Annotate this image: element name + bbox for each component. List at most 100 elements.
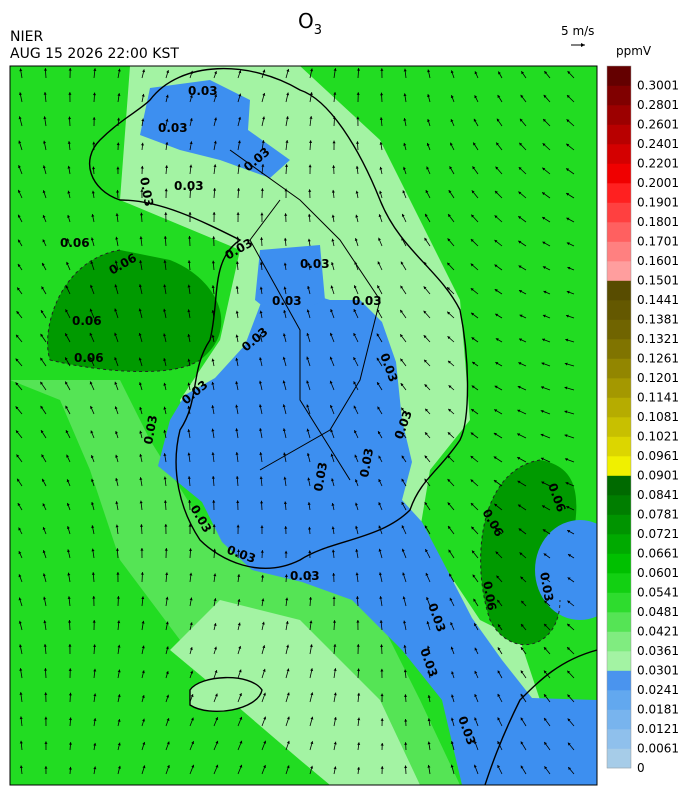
wind-arrowhead (239, 693, 242, 697)
wind-arrowhead (308, 189, 312, 192)
wind-arrowhead (286, 92, 290, 96)
wind-arrowhead (140, 142, 145, 146)
wind-arrowhead (404, 694, 408, 697)
wind-arrowhead (519, 552, 523, 556)
coastline (89, 68, 469, 569)
wind-arrowhead (42, 527, 46, 531)
wind-arrowhead (163, 382, 167, 386)
wind-arrowhead (15, 430, 19, 434)
wind-arrowhead (450, 95, 454, 99)
wind-arrowhead (67, 572, 71, 576)
wind-arrowhead (261, 621, 265, 625)
wind-arrowhead (91, 525, 95, 529)
wind-arrowhead (353, 357, 357, 361)
wind-arrowhead (117, 117, 121, 121)
wind-arrowhead (213, 573, 217, 577)
wind-arrowhead (498, 71, 501, 75)
wind-arrowhead (542, 217, 546, 220)
legend-swatch (607, 534, 631, 554)
wind-arrowhead (333, 766, 337, 770)
wind-arrowhead (332, 165, 336, 168)
wind-arrowhead (259, 310, 263, 314)
wind-arrowhead (284, 164, 289, 167)
wind-arrowhead (471, 214, 475, 218)
wind-arrowhead (447, 238, 451, 242)
wind-arrowhead (115, 213, 119, 217)
wind-arrowhead (447, 360, 451, 364)
wind-arrowhead (191, 741, 195, 745)
legend-swatch (607, 319, 631, 340)
wind-arrowhead (65, 285, 69, 289)
wind-arrowhead (188, 548, 193, 551)
wind-arrowhead (519, 314, 523, 318)
wind-arrowhead (427, 94, 431, 98)
wind-arrowhead (448, 549, 452, 553)
wind-arrowhead (355, 190, 359, 194)
wind-arrowhead (450, 741, 454, 745)
wind-arrowhead (565, 338, 569, 342)
wind-arrowhead (19, 765, 23, 769)
wind-arrowhead (474, 717, 478, 721)
legend-label: 0.0061 (637, 742, 679, 756)
wind-arrowhead (68, 116, 72, 120)
contour-label: 0.06 (480, 580, 499, 612)
wind-arrowhead (542, 241, 546, 245)
legend-swatch (607, 514, 631, 535)
legend-label: 0.0841 (637, 488, 679, 502)
wind-arrowhead (329, 404, 333, 408)
wind-arrowhead (378, 479, 382, 483)
wind-arrowhead (19, 740, 23, 744)
wind-arrowhead (286, 668, 290, 672)
wind-arrowhead (472, 361, 476, 365)
wind-arrowhead (544, 71, 548, 75)
wind-arrowhead (494, 503, 498, 507)
contour (47, 249, 561, 646)
wind-arrowhead (306, 380, 310, 384)
wind-arrowhead (541, 481, 545, 485)
wind-arrowhead (308, 596, 313, 600)
wind-arrowhead (91, 502, 95, 505)
legend-swatch (607, 105, 631, 125)
wind-arrowhead (284, 213, 288, 216)
wind-arrowhead (89, 332, 93, 336)
wind-arrowhead (92, 92, 97, 96)
coastline (484, 649, 597, 785)
wind-arrowhead (518, 528, 522, 532)
wind-arrowhead (426, 166, 430, 170)
wind-arrowhead (356, 620, 360, 623)
wind-arrowhead (19, 668, 23, 671)
wind-arrowhead (116, 142, 120, 146)
wind-arrowhead (163, 453, 167, 457)
wind-arrowhead (42, 165, 46, 169)
wind-arrowhead (284, 574, 288, 578)
wind-arrowhead (139, 500, 143, 504)
wind-arrowhead (427, 764, 431, 768)
wind-arrowhead (67, 596, 71, 599)
wind-arrowhead (140, 572, 144, 575)
wind-arrowhead (450, 764, 454, 768)
wind-arrowhead (139, 406, 143, 410)
wind-arrowhead (67, 549, 71, 553)
wind-arrowhead (310, 716, 314, 720)
wind-arrowhead (189, 164, 193, 168)
wind-arrowhead (258, 380, 262, 384)
wind-arrowhead (187, 358, 191, 362)
wind-arrowhead (42, 190, 46, 194)
wind-arrowhead (470, 503, 474, 506)
wind-arrowhead (18, 165, 21, 169)
wind-arrowhead (18, 620, 22, 624)
wind-arrowhead (356, 92, 360, 95)
contour-label: 0.03 (137, 176, 156, 208)
wind-arrowhead (380, 693, 384, 697)
wind-arrowhead (520, 765, 524, 769)
legend-label: 0.1201 (637, 371, 679, 385)
legend-label: 0.3001 (637, 79, 679, 93)
wind-arrowhead (19, 644, 23, 648)
wind-arrowhead (400, 334, 403, 338)
wind-arrowhead (259, 286, 263, 290)
wind-arrowhead (239, 740, 243, 744)
wind-arrowhead (117, 68, 121, 72)
wind-arrowhead (188, 188, 192, 191)
wind-arrowhead (401, 502, 405, 506)
wind-arrowhead (331, 214, 335, 218)
